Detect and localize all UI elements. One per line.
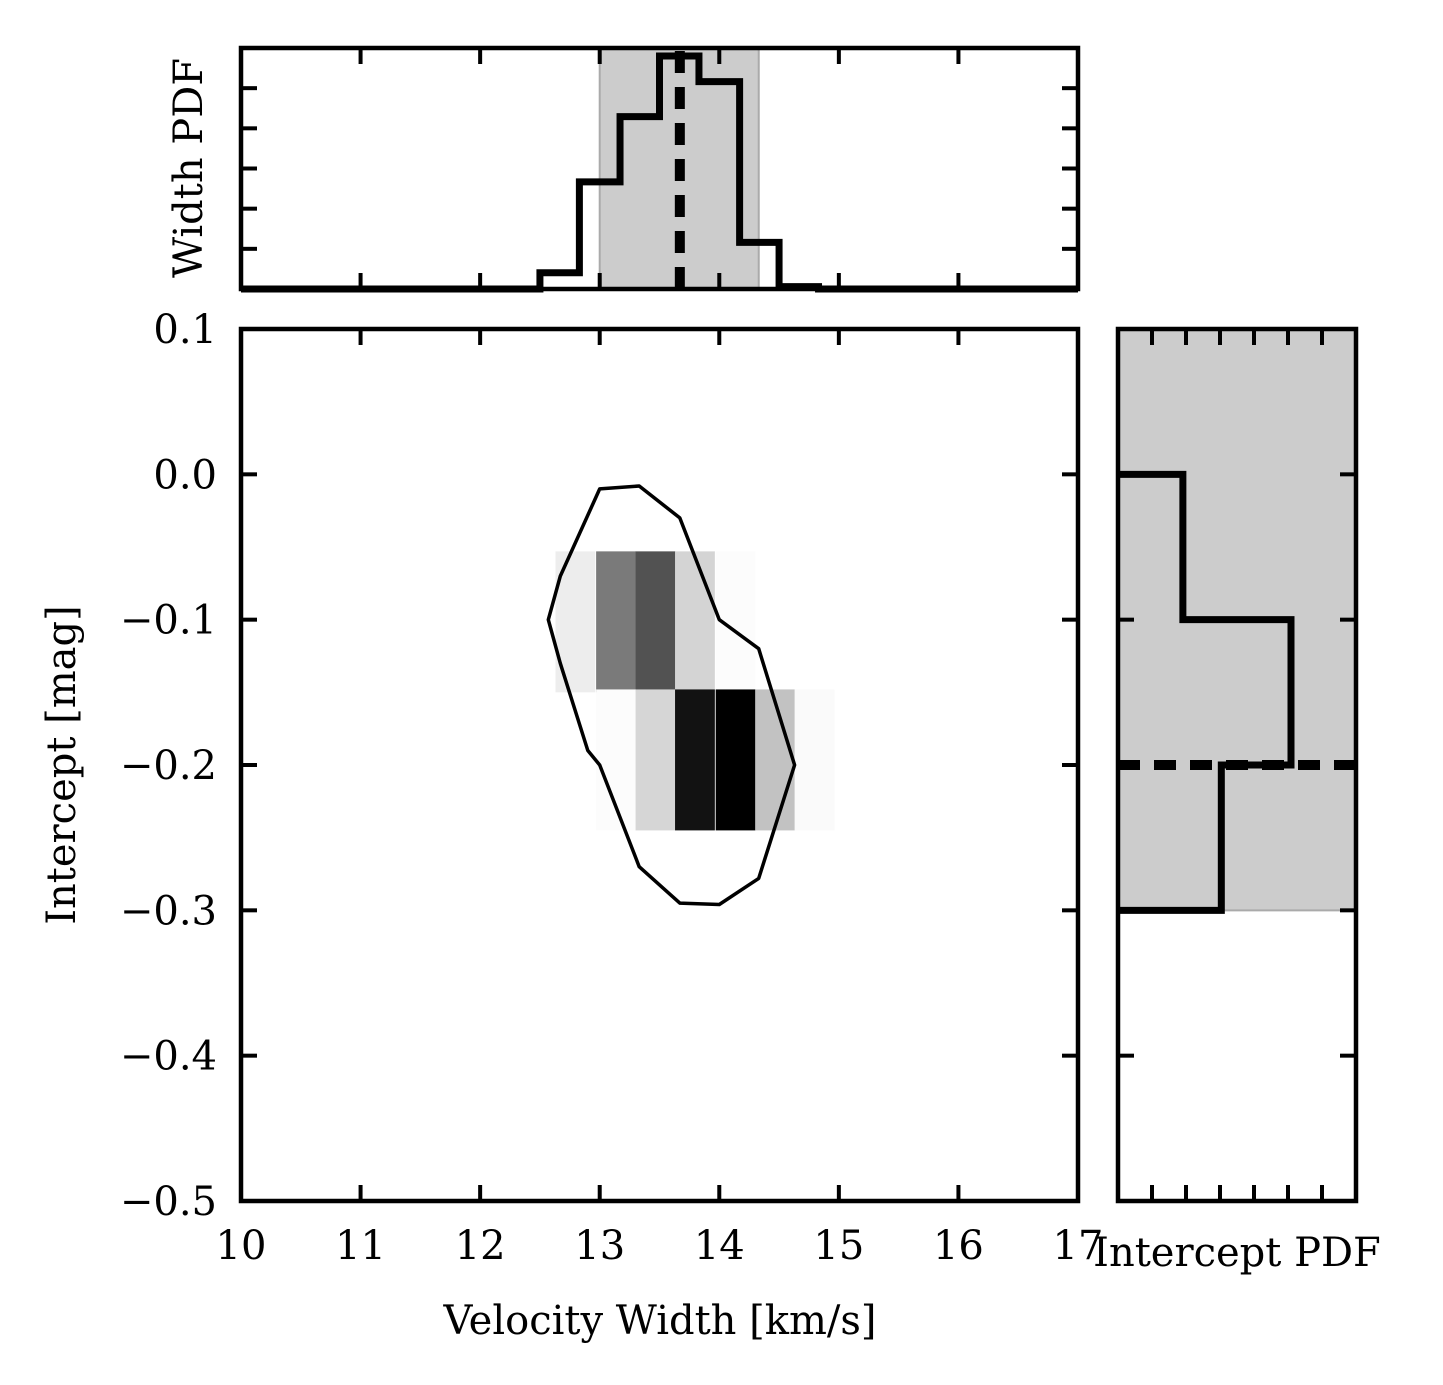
heatmap-cells [555,551,835,831]
top-ticks [239,48,1080,289]
x-tick-label: 16 [933,1223,984,1269]
width-pdf-label: Width PDF [166,58,212,278]
y-tick-label: −0.3 [120,888,217,934]
heatmap-cell [715,689,756,831]
confidence-contour [546,484,797,907]
x-tick-label: 13 [574,1223,625,1269]
heatmap-cell [675,551,715,693]
y-tick-label: −0.2 [120,743,217,789]
x-axis-label: Velocity Width [km/s] [442,1298,876,1344]
heatmap-cell [635,551,676,693]
x-tick-labels: 10 11 12 13 14 15 16 17 [216,1223,1104,1269]
x-tick-label: 14 [694,1223,745,1269]
y-tick-labels: 0.1 0.0 −0.1 −0.2 −0.3 −0.4 −0.5 [120,307,217,1225]
intercept-pdf-histogram [1118,470,1295,914]
heatmap-cell [596,551,636,693]
y-tick-label: 0.0 [153,452,217,498]
heatmap-cell [635,689,676,831]
x-tick-label: 15 [813,1223,864,1269]
main-frame [238,326,1081,1204]
x-tick-label: 12 [455,1223,506,1269]
y-axis-label: Intercept [mag] [39,605,85,925]
y-tick-label: −0.5 [120,1179,217,1225]
heatmap-cell [675,689,715,831]
x-tick-label: 10 [216,1223,267,1269]
heatmap-cell [794,689,835,831]
y-tick-label: −0.1 [120,598,217,644]
intercept-pdf-panel: Intercept PDF [1093,326,1381,1276]
right-frame [1115,326,1359,1204]
y-tick-label: 0.1 [153,307,217,353]
width-pdf-panel: Width PDF [166,45,1081,293]
heatmap-cell [755,689,795,831]
main-heatmap-panel: 10 11 12 13 14 15 16 17 0.1 0.0 −0.1 −0.2 −0.3 −0.4 −… [39,307,1103,1344]
top-frame [238,45,1081,292]
x-tick-label: 11 [335,1223,386,1269]
x-tick-label: 17 [1053,1223,1104,1269]
y-tick-label: −0.4 [120,1034,217,1080]
intercept-pdf-label: Intercept PDF [1093,1230,1381,1276]
